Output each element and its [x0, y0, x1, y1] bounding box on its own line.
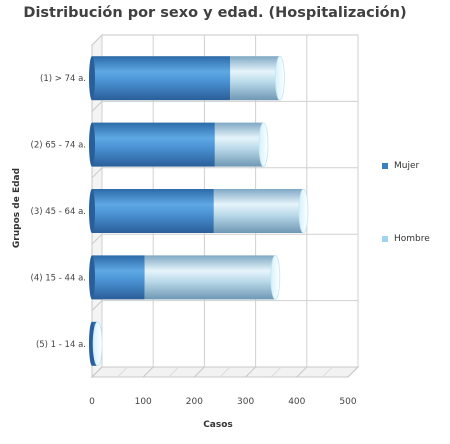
- x-tick-label: 100: [135, 397, 152, 407]
- y-axis-label: Grupos de Edad: [12, 167, 22, 249]
- floor-minor-line: [168, 366, 180, 378]
- floor-line: [194, 366, 205, 378]
- floor-minor-line: [117, 366, 128, 378]
- bar-end-cap: [298, 188, 309, 234]
- bar-hombre: [213, 189, 304, 233]
- y-tick-label: (1) > 74 a.: [40, 74, 86, 84]
- bar-mujer: [92, 122, 215, 167]
- x-tick-label: 0: [89, 397, 95, 407]
- y-tick-label: (5) 1 - 14 a.: [36, 340, 86, 350]
- floor-minor-line: [322, 366, 333, 378]
- bar-start-cap: [89, 189, 95, 233]
- bar-start-cap: [89, 255, 95, 300]
- x-tick-label: 500: [339, 397, 356, 407]
- x-axis-label: Casos: [203, 420, 233, 430]
- bar-end-cap: [270, 254, 281, 300]
- legend-label-mujer: Mujer: [394, 161, 420, 171]
- floor-line: [347, 366, 359, 378]
- bar-mujer: [92, 189, 214, 233]
- x-tick-label: 200: [186, 397, 203, 407]
- floor-line: [296, 366, 308, 378]
- legend-swatch-mujer: [382, 162, 388, 169]
- bar-start-cap: [89, 56, 95, 101]
- y-tick-label: (4) 15 - 44 a.: [31, 273, 86, 283]
- y-tick-label: (2) 65 - 74 a.: [31, 141, 86, 151]
- bar-hombre: [214, 122, 264, 167]
- x-tick-label: 400: [288, 397, 305, 407]
- x-tick-label: 300: [237, 397, 254, 407]
- chart-title: Distribución por sexo y edad. (Hospitali…: [23, 5, 407, 21]
- bar-end-cap: [258, 122, 269, 168]
- bar-end-cap: [275, 55, 285, 101]
- floor-line: [142, 366, 154, 378]
- bar-start-cap: [89, 122, 95, 167]
- band-line-diag: [91, 233, 103, 245]
- floor-minor-line: [219, 366, 231, 378]
- band-line-diag: [91, 300, 103, 311]
- bar-hombre: [144, 255, 276, 300]
- bar-mujer: [92, 255, 145, 300]
- legend-label-hombre: Hombre: [394, 234, 430, 244]
- bar-hombre: [230, 56, 280, 101]
- floor-line: [245, 366, 256, 378]
- floor-line: [91, 366, 103, 378]
- y-tick-label: (3) 45 - 64 a.: [31, 207, 86, 217]
- bar-end-cap: [92, 321, 103, 367]
- band-line-diag: [91, 167, 103, 179]
- bar-mujer: [92, 56, 231, 101]
- band-line-diag: [91, 101, 103, 112]
- legend-swatch-hombre: [382, 235, 388, 242]
- legend-item-mujer: Mujer: [382, 161, 419, 171]
- legend-item-hombre: Hombre: [382, 234, 430, 244]
- floor-minor-line: [270, 366, 282, 378]
